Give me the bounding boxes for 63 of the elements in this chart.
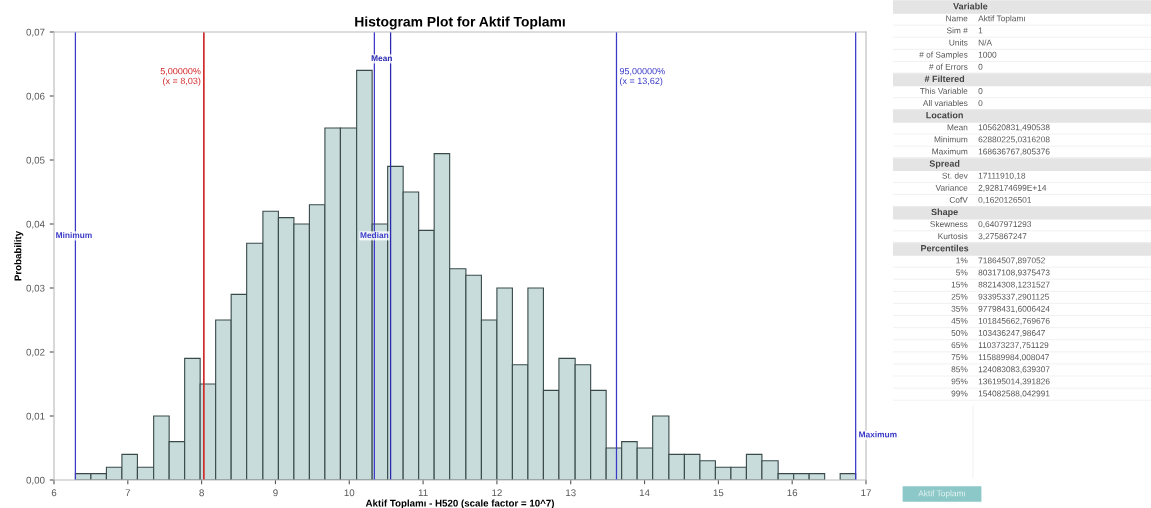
text: # Filtered — [924, 75, 965, 83]
text: Percentiles — [921, 244, 969, 252]
x-tick-label: 16 — [787, 489, 798, 497]
x-tick-label: 13 — [566, 489, 576, 497]
text: Spread — [929, 160, 960, 169]
x-tick-label: 7 — [125, 489, 131, 497]
y-tick-label: 0,04 — [26, 220, 45, 229]
text: Kurtosis 3,275867247 — [938, 233, 1027, 241]
text: Shape — [931, 208, 958, 217]
ref-line-label: Median — [360, 231, 389, 239]
text: 50% 103436247,98647 — [951, 330, 1045, 337]
text: Minimum 62880225,0316208 — [934, 136, 1050, 144]
text: Units N/A — [949, 39, 993, 46]
y-tick-label: 0,00 — [26, 476, 45, 485]
text: Variable — [953, 2, 988, 10]
y-tick-label: 0,05 — [26, 156, 45, 165]
text: Sim # 1 — [946, 27, 983, 34]
text: All variables 0 — [922, 99, 983, 107]
x-tick-label: 15 — [713, 489, 724, 497]
text: Maximum 168636767,805376 — [932, 148, 1050, 156]
text: 65% 110373237,751129 — [951, 342, 1049, 350]
text: 85% 124083083,639307 — [951, 366, 1050, 374]
y-tick-label: 0,07 — [26, 28, 45, 37]
ref-line-label: Maximum — [859, 431, 897, 438]
y-tick-label: 0,06 — [26, 92, 45, 101]
text: # of Samples 1000 — [919, 51, 997, 60]
x-tick-label: 17 — [861, 489, 871, 497]
ref-line-label: 5,00000% (x = 8,03) — [160, 67, 201, 86]
text: Aktif Toplamı — [918, 490, 965, 498]
text: CofV 0,1620126501 — [949, 196, 1032, 204]
chart-title: Histogram Plot for Aktif Toplamı — [355, 16, 565, 30]
ref-line-label: Minimum — [56, 231, 92, 239]
text: 15% 88214308,1231527 — [951, 281, 1050, 289]
text: 5% 80317108,9375473 — [956, 269, 1050, 277]
y-tick-label: 0,01 — [26, 412, 45, 421]
text: Skewness 0,6407971293 — [930, 220, 1032, 229]
text: 45% 101845662,769676 — [951, 317, 1050, 325]
text: St. dev 17111910,18 — [942, 172, 1026, 180]
text: 1% 71864507,897052 — [956, 257, 1045, 265]
x-tick-label: 12 — [492, 489, 502, 497]
text: Location — [926, 111, 963, 119]
text: This Variable 0 — [919, 87, 983, 94]
y-tick-label: 0,02 — [26, 348, 45, 357]
x-tick-label: 14 — [639, 489, 650, 497]
text: # of Errors 0 — [928, 63, 983, 70]
text: Variance 2,928174699E+14 — [935, 184, 1047, 192]
text: 99% 154082588,042991 — [951, 390, 1050, 398]
x-axis-title: Aktif Toplamı - H520 (scale factor = 10^7) — [365, 499, 554, 508]
text: Mean 105620831,490538 — [947, 124, 1050, 132]
x-tick-label: 8 — [199, 489, 204, 497]
ref-line-label: 95,00000% (x = 13,62) — [619, 67, 665, 86]
text: 75% 115889984,008047 — [951, 354, 1049, 362]
x-tick-label: 9 — [273, 489, 278, 497]
x-tick-label: 6 — [51, 489, 57, 497]
y-tick-label: 0,03 — [26, 284, 45, 293]
text: 35% 97798431,6006424 — [951, 305, 1050, 313]
x-tick-label: 11 — [418, 489, 428, 497]
x-tick-label: 10 — [344, 489, 355, 497]
ref-line-label: Mean — [371, 55, 392, 62]
text: Name Aktif Toplamı — [946, 15, 1025, 23]
y-axis-title: Probability — [14, 230, 24, 281]
text: 95% 136195014,391826 — [951, 378, 1050, 386]
text: 25% 93395337,2901125 — [951, 293, 1050, 301]
